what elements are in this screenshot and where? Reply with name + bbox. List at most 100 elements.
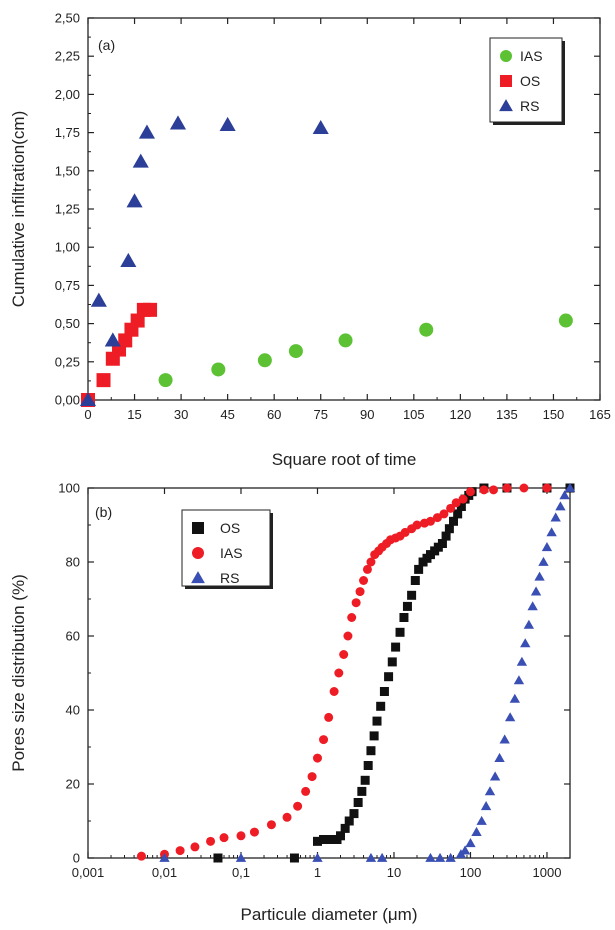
data-point-ias <box>338 333 353 348</box>
data-point-os <box>384 672 394 682</box>
data-point-os <box>360 775 370 785</box>
data-point-rs <box>159 852 170 862</box>
data-point-rs <box>564 482 576 492</box>
y-tick-label: 2,50 <box>55 11 80 26</box>
data-point-ias <box>479 485 489 495</box>
data-point-os <box>379 687 389 696</box>
data-point-ias <box>307 772 317 782</box>
data-point-rs <box>559 490 570 500</box>
y-tick-label: 20 <box>66 777 80 792</box>
legend-label-ias: IAS <box>220 545 243 561</box>
data-point-rs <box>534 571 545 581</box>
y-tick-label: 0,75 <box>55 278 80 293</box>
legend-marker-ias <box>500 50 512 62</box>
data-point-rs <box>425 852 436 862</box>
data-point-rs <box>169 115 187 130</box>
data-point-ias <box>266 820 276 830</box>
data-point-rs <box>219 116 236 131</box>
data-point-rs <box>465 838 476 848</box>
data-point-rs <box>480 801 492 811</box>
data-point-rs <box>546 527 557 537</box>
data-point-ias <box>362 564 372 574</box>
data-point-os <box>444 524 454 534</box>
legend-label-ias: IAS <box>520 48 543 64</box>
data-point-os <box>340 823 350 833</box>
data-point-ias <box>351 598 361 608</box>
data-point-ias <box>366 557 376 567</box>
data-point-ias <box>446 503 456 513</box>
data-point-rs <box>499 734 510 744</box>
x-tick-label: 0,001 <box>72 865 105 880</box>
data-point-os <box>143 302 158 317</box>
data-point-os <box>213 853 223 863</box>
x-tick-label: 30 <box>174 407 188 422</box>
data-point-os <box>289 853 299 863</box>
data-point-ias <box>347 613 357 622</box>
data-point-ias <box>465 487 475 497</box>
data-point-os <box>353 798 363 807</box>
data-point-ias <box>175 846 185 856</box>
data-point-os <box>387 657 397 667</box>
data-point-ias <box>355 587 365 597</box>
data-point-ias <box>339 650 349 659</box>
data-point-ias <box>249 827 259 837</box>
data-point-os <box>453 509 463 519</box>
data-point-os <box>376 701 386 711</box>
x-tick-label: 1 <box>314 865 321 880</box>
x-tick-label: 120 <box>450 407 472 422</box>
data-point-os <box>349 809 359 819</box>
y-tick-label: 0,50 <box>55 316 80 331</box>
data-point-ias <box>301 786 311 796</box>
x-tick-label: 0,01 <box>152 865 177 880</box>
data-point-os <box>456 502 466 511</box>
data-point-rs <box>555 501 566 511</box>
x-tick-label: 60 <box>267 407 281 422</box>
data-point-os <box>395 627 405 637</box>
legend-label-rs: RS <box>220 570 239 586</box>
data-point-ias <box>324 712 334 722</box>
data-point-os <box>336 831 346 841</box>
data-point-os <box>344 816 354 826</box>
data-point-rs <box>104 332 121 347</box>
data-point-rs <box>489 771 501 781</box>
data-point-rs <box>471 826 482 836</box>
data-point-os <box>437 539 447 548</box>
data-point-rs <box>235 852 247 862</box>
data-point-os <box>118 333 133 348</box>
data-point-rs <box>509 693 521 703</box>
data-point-ias <box>136 851 146 861</box>
data-point-rs <box>504 712 516 722</box>
data-point-os <box>410 576 420 585</box>
data-point-os <box>363 761 373 770</box>
data-point-ias <box>206 836 216 846</box>
x-tick-label: 1000 <box>533 865 562 880</box>
data-point-ias <box>329 687 339 696</box>
data-point-ias <box>219 833 229 843</box>
data-point-ias <box>158 373 173 388</box>
data-point-ias <box>293 801 303 811</box>
data-point-os <box>357 786 367 796</box>
data-point-ias <box>236 831 246 841</box>
data-point-ias <box>319 735 329 745</box>
data-point-ias <box>451 498 461 508</box>
legend-label-os: OS <box>220 520 240 536</box>
data-point-rs <box>520 638 531 648</box>
data-point-ias <box>412 520 422 530</box>
data-point-rs <box>530 586 542 596</box>
data-point-rs <box>541 542 553 552</box>
legend-label-os: OS <box>520 73 540 89</box>
data-point-rs <box>365 852 377 862</box>
data-point-os <box>130 313 145 328</box>
legend-label-rs: RS <box>520 98 539 114</box>
legend-marker-ias <box>192 547 204 559</box>
legend-marker-os <box>500 75 512 87</box>
data-point-ias <box>558 313 573 328</box>
y-tick-label: 80 <box>66 555 80 570</box>
data-point-rs <box>312 852 323 862</box>
x-axis-label: Particule diameter (μm) <box>240 905 417 924</box>
x-tick-label: 45 <box>220 407 234 422</box>
data-point-ias <box>211 362 226 377</box>
legend-marker-os <box>192 522 204 534</box>
y-tick-label: 2,00 <box>55 87 80 102</box>
